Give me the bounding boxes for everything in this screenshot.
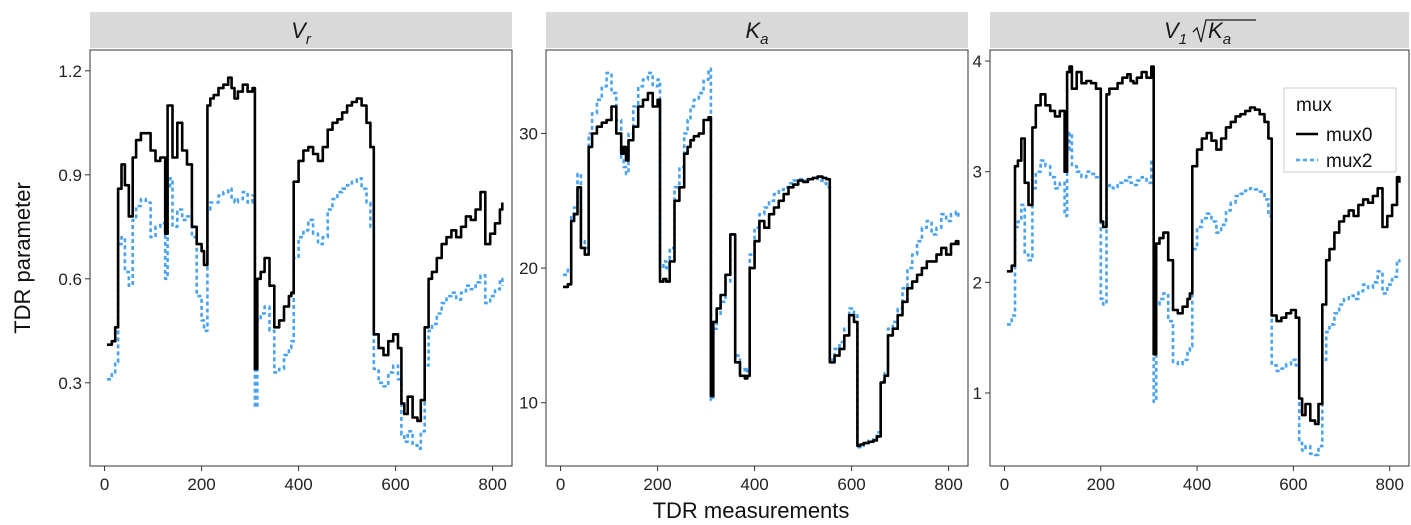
- strip-v1-sqrt-ka: [990, 12, 1409, 48]
- x-tick-label-v1-sqrt-ka-1: 200: [1087, 475, 1115, 494]
- series-line-mux0-vr: [107, 76, 504, 423]
- y-tick-label-vr-3: 1.2: [58, 62, 82, 81]
- x-tick-label-ka-2: 400: [740, 475, 768, 494]
- y-axis-v1-sqrt-ka: 1 2 3 4: [973, 52, 990, 403]
- x-tick-label-vr-0: 0: [100, 475, 109, 494]
- x-tick-label-vr-3: 600: [381, 475, 409, 494]
- legend-label-mux2: mux2: [1326, 151, 1372, 172]
- y-tick-label-ka-2: 30: [519, 124, 538, 143]
- y-axis-vr: 0.3 0.6 0.9 1.2: [58, 62, 90, 393]
- series-group-v1-sqrt-ka: [1006, 65, 1401, 457]
- panel-vr: Vr 0.3 0.6 0.9 1.2 0 200 400 600 800: [58, 12, 513, 494]
- plot-frame-ka: [545, 49, 969, 467]
- strip-title-v1: V1: [1164, 18, 1187, 48]
- x-tick-label-vr-4: 800: [478, 475, 506, 494]
- x-tick-label-ka-0: 0: [556, 475, 565, 494]
- strip-title-ka-radicand: Ka: [1208, 18, 1231, 48]
- x-tick-label-vr-1: 200: [187, 475, 215, 494]
- y-tick-label-ka-1: 20: [519, 259, 538, 278]
- y-tick-label-vr-1: 0.6: [58, 270, 82, 289]
- y-tick-label-v1-sqrt-ka-1: 2: [973, 273, 982, 292]
- y-axis-title: TDR parameter: [10, 182, 35, 334]
- x-axis-ka: 0 200 400 600 800: [556, 466, 963, 494]
- x-tick-label-ka-3: 600: [837, 475, 865, 494]
- x-tick-label-v1-sqrt-ka-4: 800: [1376, 475, 1404, 494]
- y-tick-label-v1-sqrt-ka-3: 4: [973, 52, 982, 71]
- plot-frame-v1-sqrt-ka: [989, 49, 1410, 467]
- x-tick-label-ka-4: 800: [934, 475, 962, 494]
- legend-box: [1283, 87, 1397, 173]
- panel-ka: Ka 10 20 30 0 200 400 600 800: [519, 12, 969, 494]
- y-tick-label-vr-2: 0.9: [58, 166, 82, 185]
- series-group-vr: [107, 76, 504, 450]
- legend-label-mux0: mux0: [1326, 125, 1372, 146]
- x-tick-label-v1-sqrt-ka-2: 400: [1183, 475, 1211, 494]
- x-tick-label-v1-sqrt-ka-3: 600: [1279, 475, 1307, 494]
- series-line-mux0-v1-sqrt-ka: [1006, 65, 1401, 426]
- x-tick-label-ka-1: 200: [643, 475, 671, 494]
- series-line-mux0-ka: [563, 91, 960, 448]
- x-tick-label-v1-sqrt-ka-0: 0: [1000, 475, 1009, 494]
- strip-ka: [546, 12, 968, 48]
- series-line-mux2-ka: [563, 67, 960, 449]
- series-line-mux2-vr: [107, 177, 504, 450]
- x-tick-label-vr-2: 400: [284, 475, 312, 494]
- x-axis-v1-sqrt-ka: 0 200 400 600 800: [1000, 466, 1404, 494]
- legend: mux mux0 mux2: [1283, 87, 1397, 173]
- y-tick-label-ka-0: 10: [519, 394, 538, 413]
- y-tick-label-v1-sqrt-ka-2: 3: [973, 163, 982, 182]
- strip-vr: [90, 12, 512, 48]
- legend-title: mux: [1296, 95, 1332, 116]
- y-tick-label-vr-0: 0.3: [58, 374, 82, 393]
- strip-title-v1-sqrt-ka: V1 Ka: [1164, 18, 1256, 48]
- x-axis-vr: 0 200 400 600 800: [100, 466, 507, 494]
- sqrt-symbol: [1192, 19, 1256, 43]
- panel-v1-sqrt-ka: V1 Ka 1 2 3 4 0 200 400 600 800 mux mux0 mux2: [973, 12, 1410, 494]
- strip-title-vr: Vr: [291, 18, 312, 48]
- series-group-ka: [563, 67, 960, 449]
- strip-title-ka: Ka: [745, 18, 768, 48]
- y-axis-ka: 10 20 30: [519, 124, 546, 413]
- y-tick-label-v1-sqrt-ka-0: 1: [973, 384, 982, 403]
- series-line-mux2-v1-sqrt-ka: [1006, 131, 1401, 457]
- plot-frame-vr: [89, 49, 513, 467]
- x-axis-title: TDR measurements: [653, 498, 850, 523]
